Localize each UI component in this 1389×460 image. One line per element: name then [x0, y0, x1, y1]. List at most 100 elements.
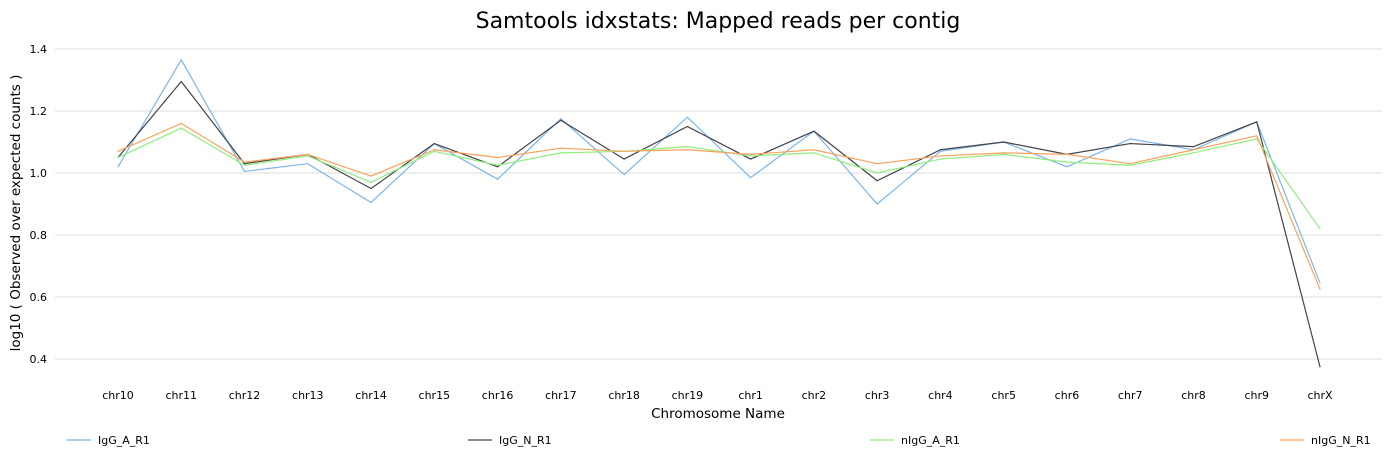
x-tick-label: chr3 [865, 389, 890, 402]
data-point [686, 146, 688, 148]
data-point [750, 158, 752, 160]
legend-label: IgG_N_R1 [499, 434, 552, 447]
data-point [1256, 138, 1258, 140]
legend-item[interactable]: nIgG_N_R1 [1280, 434, 1371, 447]
legend-item[interactable]: IgG_A_R1 [67, 434, 150, 447]
data-point [1256, 121, 1258, 123]
data-point [433, 150, 435, 152]
data-point [560, 147, 562, 149]
data-point [370, 187, 372, 190]
x-tick-label: chr1 [738, 389, 763, 402]
data-point [813, 149, 815, 151]
data-point [1129, 163, 1131, 165]
data-point [243, 161, 246, 163]
x-tick-label: chr9 [1244, 389, 1269, 402]
gridlines [55, 48, 1382, 360]
data-point [180, 122, 182, 124]
y-tick-label: 1.0 [30, 167, 48, 180]
series-line [117, 59, 1321, 284]
x-tick-label: chr6 [1055, 389, 1080, 402]
data-point [1066, 161, 1068, 163]
data-point [686, 149, 688, 151]
data-point [939, 158, 942, 160]
series-nIgG_N_R1 [117, 122, 1321, 290]
data-point [1192, 146, 1195, 148]
legend-label: nIgG_N_R1 [1311, 434, 1371, 447]
series-line [117, 80, 1321, 367]
data-point [370, 201, 372, 204]
data-point [1129, 138, 1131, 140]
y-tick-label: 0.8 [30, 229, 48, 242]
data-point [560, 118, 562, 120]
data-point [1319, 282, 1321, 284]
series-IgG_A_R1 [117, 59, 1321, 284]
x-tick-label: chr12 [229, 389, 261, 402]
series-IgG_N_R1 [117, 80, 1321, 368]
x-tick-label: chr15 [419, 389, 451, 402]
data-point [750, 155, 752, 157]
y-tick-label: 1.4 [30, 43, 48, 56]
data-point [433, 142, 435, 145]
data-point [560, 152, 562, 154]
data-point [307, 153, 309, 155]
data-point [876, 163, 878, 165]
data-point [560, 119, 562, 121]
data-point [117, 150, 119, 152]
legend-item[interactable]: IgG_N_R1 [468, 434, 552, 447]
data-point [117, 156, 119, 159]
x-tick-label: chr19 [672, 389, 704, 402]
data-point [1319, 288, 1321, 290]
data-point [1319, 366, 1321, 368]
x-tick-label: chr4 [928, 389, 953, 402]
data-point [1129, 142, 1131, 145]
x-tick-label: chr5 [991, 389, 1016, 402]
data-point [1319, 228, 1321, 230]
x-tick-label: chr8 [1181, 389, 1206, 402]
data-point [813, 152, 815, 154]
data-point [1129, 164, 1131, 166]
data-point [876, 180, 878, 182]
data-point [180, 80, 182, 83]
data-point [1003, 153, 1005, 155]
x-tick-label: chr2 [802, 389, 827, 402]
x-tick-label: chr13 [292, 389, 324, 402]
legend-item[interactable]: nIgG_A_R1 [870, 434, 960, 447]
legend: IgG_A_R1 IgG_N_R1 nIgG_A_R1 nIgG_N_R1 [67, 434, 1371, 447]
data-point [370, 181, 372, 183]
data-point [1192, 149, 1195, 151]
data-point [496, 166, 499, 168]
data-point [1003, 141, 1005, 143]
data-point [243, 170, 246, 173]
x-tick-label: chr14 [355, 389, 387, 402]
y-axis-ticks: 0.4 0.6 0.8 1.0 1.2 1.4 [30, 43, 48, 366]
data-point [180, 127, 182, 129]
data-point [433, 149, 435, 151]
data-point [307, 163, 309, 165]
data-point [243, 164, 246, 166]
data-point [117, 166, 119, 168]
x-axis-label: Chromosome Name [651, 406, 785, 422]
data-point [939, 155, 942, 157]
y-axis-label: log10 ( Observed over expected counts ) [8, 75, 24, 352]
data-point [1066, 153, 1068, 155]
x-tick-label: chr16 [482, 389, 514, 402]
data-point [496, 164, 499, 166]
data-point [307, 155, 309, 157]
data-point [939, 149, 942, 151]
y-tick-label: 0.6 [30, 291, 48, 304]
x-tick-label: chr17 [545, 389, 577, 402]
chart-title: Samtools idxstats: Mapped reads per cont… [476, 9, 961, 34]
y-tick-label: 1.2 [30, 105, 48, 118]
data-point [1003, 152, 1005, 154]
data-point [623, 150, 625, 152]
x-tick-label: chrX [1307, 389, 1333, 402]
y-tick-label: 0.4 [30, 353, 48, 366]
data-point [876, 203, 878, 205]
x-axis-ticks: chr10 chr11 chr12 chr13 chr14 chr15 chr16 chr17… [102, 389, 1333, 402]
x-tick-label: chr7 [1118, 389, 1143, 402]
x-tick-label: chr18 [608, 389, 640, 402]
data-point [243, 163, 246, 165]
data-point [623, 158, 625, 160]
data-point [370, 175, 372, 177]
